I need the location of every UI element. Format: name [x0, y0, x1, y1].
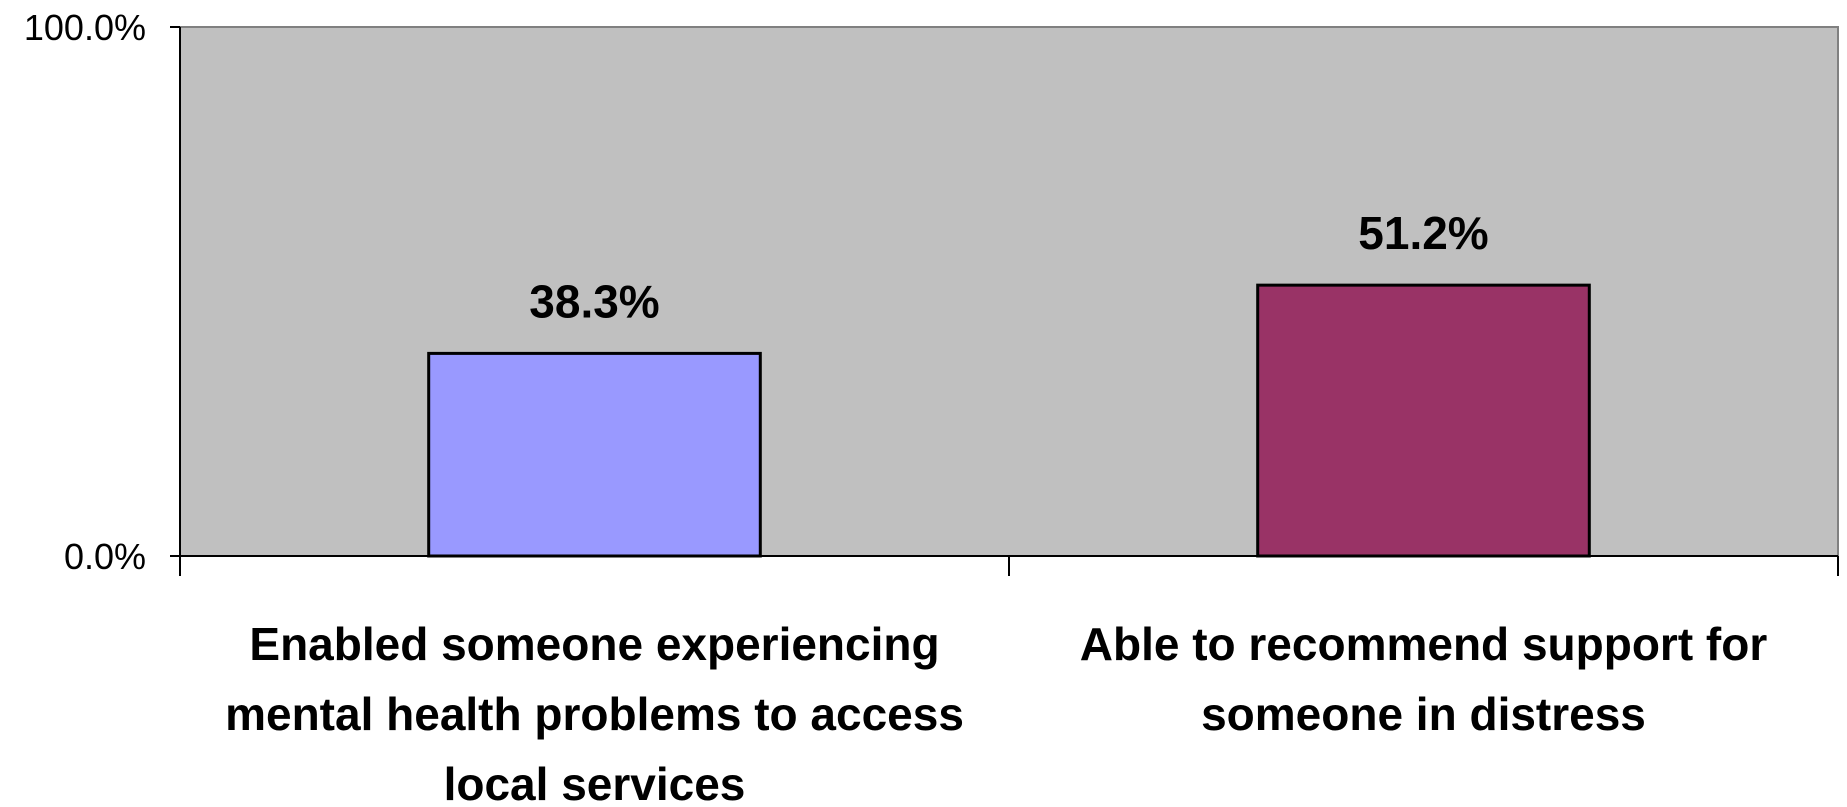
bar	[1256, 283, 1591, 558]
y-axis: 0.0% 100.0%	[24, 7, 181, 577]
y-tick-label: 100.0%	[24, 7, 146, 48]
category-label: Able to recommend support for someone in …	[1080, 618, 1768, 740]
bar-value-label: 38.3%	[529, 275, 659, 327]
category-label: Enabled someone experiencing mental healt…	[225, 618, 964, 807]
data-labels: 38.3% 51.2%	[529, 207, 1488, 327]
bar	[427, 351, 762, 558]
x-axis	[179, 555, 1839, 576]
category-labels: Enabled someone experiencing mental healt…	[225, 618, 1767, 807]
bar-value-label: 51.2%	[1358, 207, 1488, 259]
bars	[427, 283, 1591, 558]
y-tick-label: 0.0%	[64, 536, 146, 577]
